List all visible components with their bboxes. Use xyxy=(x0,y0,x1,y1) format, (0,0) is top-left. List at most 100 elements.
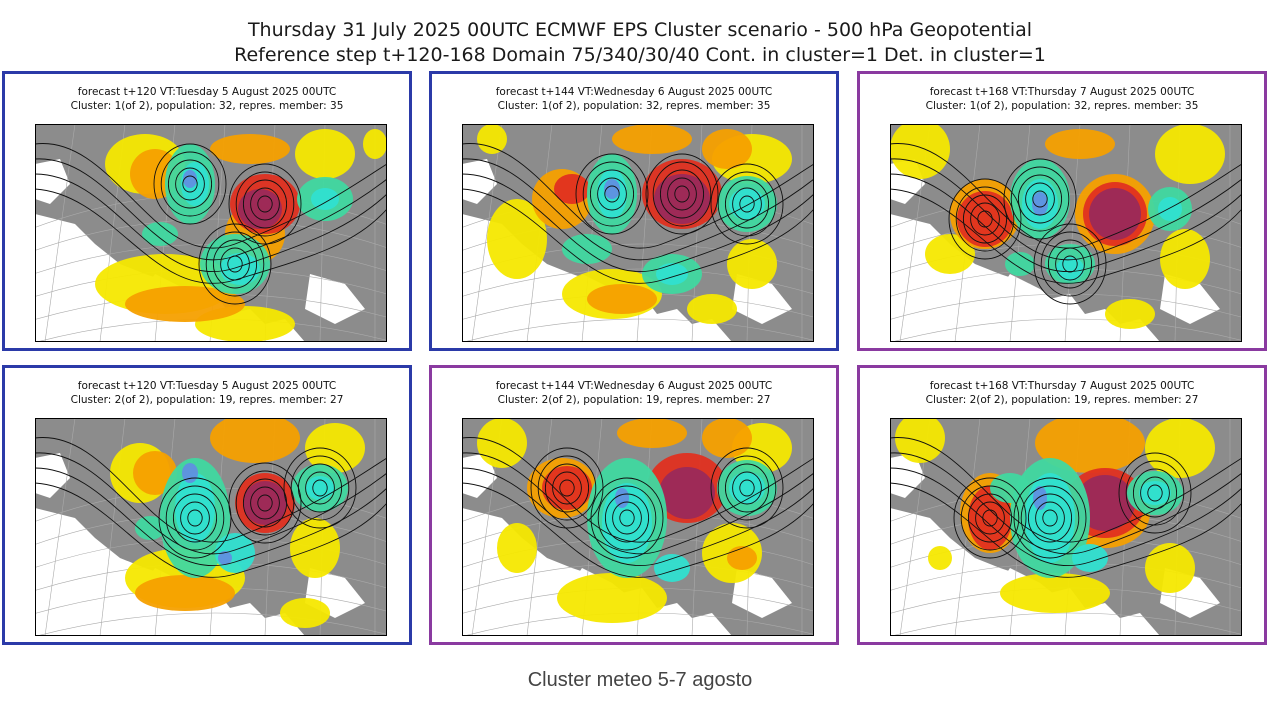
sea-southwest xyxy=(462,558,562,636)
geopotential-contour xyxy=(955,186,1015,252)
positive-anomaly-moderate xyxy=(125,286,245,322)
map-frame xyxy=(890,124,1242,342)
geopotential-contour xyxy=(205,231,265,297)
geopotential-contour xyxy=(604,185,620,203)
panel-cluster-label: Cluster: 2(of 2), population: 19, repres… xyxy=(70,394,344,406)
geopotential-contour xyxy=(250,486,280,520)
geopotential-contour xyxy=(212,239,258,289)
panel-forecast-label: forecast t+120 VT:Tuesday 5 August 2025 … xyxy=(77,380,337,392)
longitude-gridline xyxy=(691,418,703,636)
geopotential-contour xyxy=(597,485,657,551)
geopotential-map xyxy=(890,418,1242,636)
geopotential-contour xyxy=(167,159,213,209)
geopotential-contour xyxy=(182,175,198,193)
positive-anomaly-moderate xyxy=(133,451,177,495)
geopotential-contour xyxy=(290,455,350,521)
sea-black xyxy=(732,568,792,618)
geopotential-contour xyxy=(732,471,762,505)
geopotential-contour xyxy=(1118,452,1192,534)
panel-cluster-label: Cluster: 2(of 2), population: 19, repres… xyxy=(925,394,1199,406)
geopotential-contour xyxy=(235,470,295,536)
panel-cluster-label: Cluster: 1(of 2), population: 32, repres… xyxy=(70,100,344,112)
geopotential-contour xyxy=(724,463,770,513)
positive-anomaly-weak xyxy=(1145,418,1215,478)
positive-anomaly-strong xyxy=(542,466,592,510)
geopotential-contour xyxy=(717,171,777,237)
geopotential-map xyxy=(890,124,1242,342)
positive-anomaly-weak xyxy=(487,199,547,279)
geopotential-contour xyxy=(1032,190,1048,208)
geopotential-map xyxy=(462,418,814,636)
panel-forecast-label: forecast t+144 VT:Wednesday 6 August 202… xyxy=(495,380,773,392)
geopotential-contour xyxy=(710,447,784,529)
longitude-gridline xyxy=(1064,124,1081,342)
positive-anomaly-weak xyxy=(557,573,667,623)
geopotential-contour xyxy=(970,202,1000,236)
geopotential-contour xyxy=(1047,239,1093,289)
negative-anomaly-strong xyxy=(1032,192,1048,216)
geopotential-contour xyxy=(35,143,387,249)
positive-anomaly-weak xyxy=(497,523,537,573)
geopotential-contour xyxy=(228,462,302,544)
positive-anomaly-moderate xyxy=(617,418,687,448)
positive-anomaly-strong xyxy=(957,191,1013,247)
negative-anomaly-strong xyxy=(615,488,629,508)
geopotential-contour xyxy=(1033,223,1107,305)
geopotential-contour xyxy=(739,195,755,213)
positive-anomaly-weak xyxy=(895,418,945,463)
negative-anomaly-strong xyxy=(183,170,197,188)
sea-mediterranean xyxy=(980,274,1120,342)
geopotential-contour xyxy=(890,437,1242,543)
geopotential-contour xyxy=(250,187,280,221)
forecast-panel: forecast t+168 VT:Thursday 7 August 2025… xyxy=(857,71,1267,351)
geopotential-contour xyxy=(242,179,288,229)
geopotential-contour xyxy=(652,161,712,227)
negative-anomaly-moderate xyxy=(1056,257,1084,281)
geopotential-map xyxy=(462,124,814,342)
negative-anomaly-moderate xyxy=(220,253,260,285)
positive-anomaly-extreme xyxy=(1089,188,1141,240)
positive-anomaly-weak xyxy=(1160,229,1210,289)
map-frame xyxy=(35,418,387,636)
geopotential-contour xyxy=(724,179,770,229)
geopotential-contour xyxy=(462,143,814,249)
positive-anomaly-moderate xyxy=(612,124,692,154)
forecast-panel: forecast t+168 VT:Thursday 7 August 2025… xyxy=(857,365,1267,645)
positive-anomaly-weak xyxy=(1155,124,1225,184)
geopotential-contour xyxy=(312,479,328,497)
geopotential-contour xyxy=(589,169,635,219)
negative-anomaly-moderate xyxy=(654,554,690,582)
positive-anomaly-weak xyxy=(280,598,330,628)
sea-southwest xyxy=(462,264,562,342)
geopotential-contour xyxy=(590,477,664,559)
image-caption: Cluster meteo 5-7 agosto xyxy=(527,669,753,691)
geopotential-contour xyxy=(960,485,1020,551)
positive-anomaly-weak xyxy=(305,423,365,473)
geopotential-contour xyxy=(35,452,387,555)
geopotential-contour xyxy=(1025,182,1055,216)
geopotential-contour xyxy=(732,187,762,221)
geopotential-contour xyxy=(948,178,1022,260)
geopotential-contour xyxy=(462,188,814,284)
positive-anomaly-moderate xyxy=(210,418,300,463)
geopotential-contour xyxy=(645,153,719,235)
positive-anomaly-weak xyxy=(687,294,737,324)
geopotential-contour xyxy=(257,195,273,213)
positive-anomaly-extreme xyxy=(243,481,287,525)
geopotential-map xyxy=(35,124,387,342)
geopotential-contour xyxy=(35,158,387,261)
negative-anomaly-moderate xyxy=(1025,473,1075,563)
geopotential-contour xyxy=(35,437,387,543)
geopotential-contour xyxy=(1140,476,1170,510)
geopotential-contour xyxy=(1020,485,1080,551)
geopotential-contour xyxy=(739,479,755,497)
positive-anomaly-weak xyxy=(1105,299,1155,329)
negative-anomaly-weak xyxy=(142,222,178,246)
panel-forecast-label: forecast t+144 VT:Wednesday 6 August 202… xyxy=(495,86,773,98)
positive-anomaly-weak xyxy=(477,124,507,154)
geopotential-contour xyxy=(305,471,335,505)
geopotential-contour xyxy=(160,151,220,217)
land-mass-europe xyxy=(890,124,1242,342)
sea-southwest xyxy=(890,558,990,636)
positive-anomaly-weak xyxy=(928,546,952,570)
